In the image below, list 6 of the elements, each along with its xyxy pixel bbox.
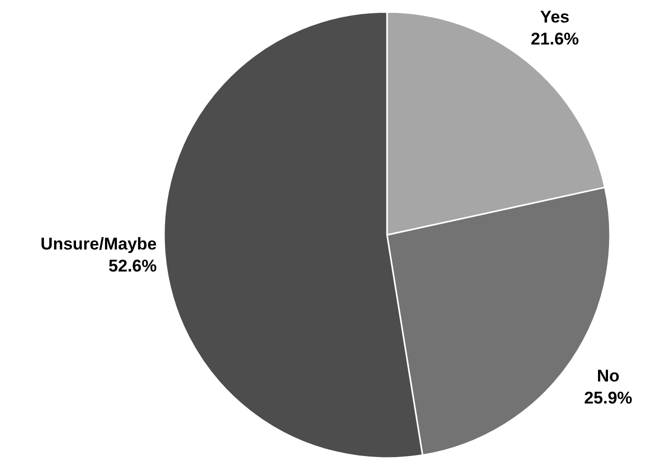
- data-label: 25.9%: [584, 388, 632, 408]
- slice-label: Unsure/Maybe: [40, 234, 157, 254]
- data-label: 52.6%: [108, 256, 157, 276]
- slice-label: Yes: [540, 8, 570, 27]
- slice-label: No: [596, 366, 620, 386]
- data-label: 21.6%: [530, 30, 579, 49]
